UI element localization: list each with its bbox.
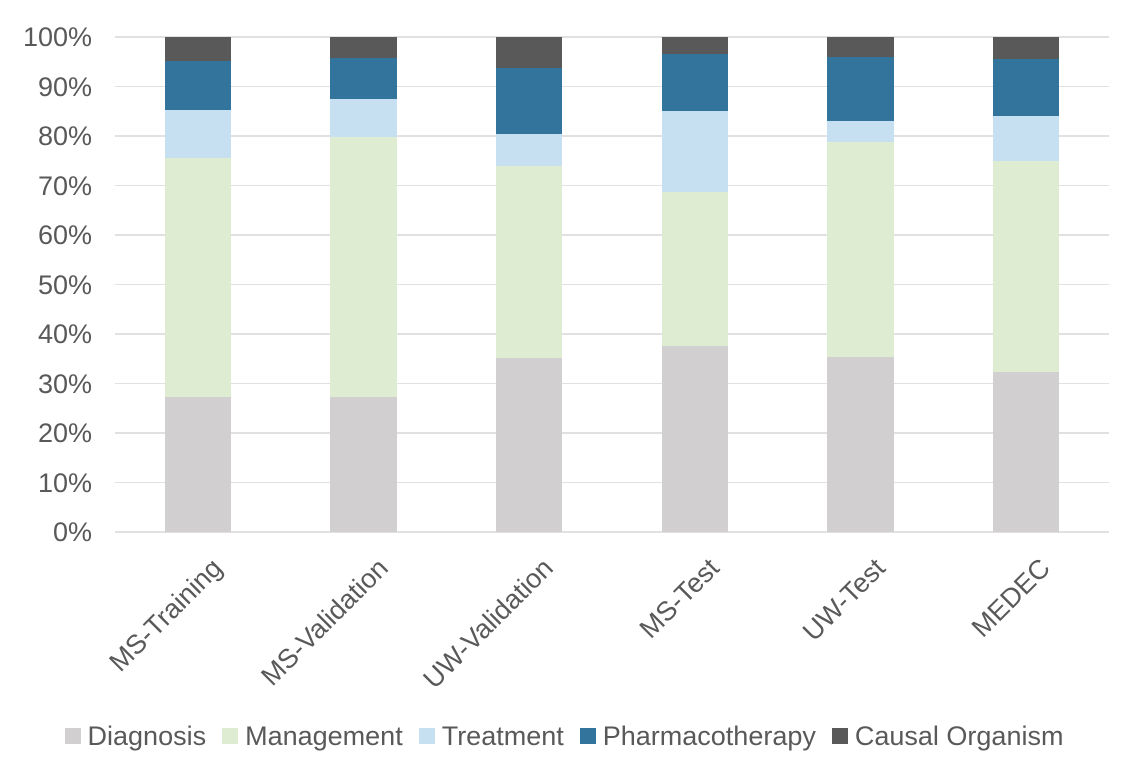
bar-segment-causal-organism: [164, 37, 231, 62]
bar-segment-causal-organism: [330, 37, 397, 59]
legend-label: Management: [245, 721, 403, 751]
stacked-bar-medec: [993, 37, 1060, 532]
legend-item-pharmacotherapy: Pharmacotherapy: [579, 720, 816, 752]
bar-segment-diagnosis: [330, 397, 397, 532]
legend-swatch-icon: [418, 728, 435, 744]
bar-segment-management: [661, 192, 728, 347]
y-axis-tick-label: 10%: [37, 467, 92, 498]
bar-segment-diagnosis: [496, 357, 563, 532]
y-axis-tick-label: 50%: [37, 269, 92, 300]
legend-label: Diagnosis: [87, 721, 207, 751]
bar-segment-management: [496, 165, 563, 358]
bar-segment-causal-organism: [661, 37, 728, 54]
gridline: [115, 382, 1109, 385]
bar-segment-diagnosis: [827, 356, 894, 532]
bar-segment-management: [164, 157, 231, 398]
y-axis-tick-label: 80%: [37, 121, 92, 151]
stacked-bar-uw-test: [827, 37, 894, 532]
bar-slot-ms-test: [612, 37, 778, 532]
bar-slot-ms-training: [115, 37, 281, 532]
legend-swatch-icon: [831, 728, 848, 744]
gridline: [115, 283, 1109, 286]
legend-swatch-icon: [222, 728, 239, 744]
legend: Diagnosis Management Treatment Pharmacother…: [0, 720, 1128, 752]
legend-swatch-icon: [64, 728, 81, 744]
legend-label: Causal Organism: [854, 721, 1064, 751]
legend-item-causal-organism: Causal Organism: [831, 720, 1064, 752]
legend-label: Treatment: [441, 721, 564, 751]
legend-item-management: Management: [222, 720, 403, 752]
bar-slot-uw-test: [778, 37, 944, 532]
bar-segment-pharmacotherapy: [496, 68, 563, 135]
bar-segment-causal-organism: [496, 37, 563, 69]
bar-segment-diagnosis: [661, 346, 728, 532]
bar-slot-ms-validation: [281, 37, 447, 532]
bar-segment-treatment: [496, 134, 563, 166]
bar-segment-management: [993, 160, 1060, 372]
bar-slot-uw-validation: [446, 37, 612, 532]
gridline: [115, 85, 1109, 88]
bar-segment-pharmacotherapy: [827, 56, 894, 122]
bar-slot-medec: [943, 37, 1109, 532]
stacked-bar-ms-test: [661, 37, 728, 532]
bars-layer: [115, 37, 1109, 532]
y-axis-tick-label: 60%: [37, 220, 92, 250]
gridline: [115, 184, 1109, 187]
bar-segment-treatment: [661, 111, 728, 193]
bar-segment-management: [330, 137, 397, 398]
bar-segment-pharmacotherapy: [164, 61, 231, 111]
legend-item-diagnosis: Diagnosis: [64, 720, 207, 752]
gridline: [115, 333, 1109, 335]
y-axis-tick-label: 100%: [22, 22, 92, 52]
bar-segment-pharmacotherapy: [993, 59, 1060, 117]
bar-segment-management: [827, 142, 894, 357]
stacked-bar-ms-training: [164, 37, 231, 532]
bar-segment-pharmacotherapy: [330, 58, 397, 100]
bar-segment-diagnosis: [993, 371, 1060, 532]
bar-segment-treatment: [164, 110, 231, 158]
gridline: [115, 432, 1109, 434]
plot-area: [115, 36, 1109, 533]
gridline: [115, 36, 1109, 38]
bar-segment-causal-organism: [993, 37, 1060, 60]
legend-label: Pharmacotherapy: [602, 721, 816, 751]
y-axis-tick-label: 30%: [37, 368, 92, 399]
bar-segment-treatment: [827, 121, 894, 143]
gridline: [115, 234, 1109, 236]
gridline: [115, 481, 1109, 484]
bar-segment-treatment: [993, 116, 1060, 161]
gridline: [115, 531, 1109, 533]
legend-item-treatment: Treatment: [418, 720, 564, 752]
y-axis-tick-label: 0%: [52, 517, 92, 547]
y-axis-tick-label: 70%: [37, 170, 92, 201]
y-axis-tick-label: 90%: [37, 71, 92, 102]
bar-segment-causal-organism: [827, 37, 894, 57]
y-axis-tick-label: 20%: [37, 418, 92, 448]
y-axis-tick-label: 40%: [37, 319, 92, 349]
stacked-bar-ms-validation: [330, 37, 397, 532]
stacked-bar-uw-validation: [496, 37, 563, 532]
gridline: [115, 135, 1109, 137]
bar-segment-diagnosis: [164, 397, 231, 532]
bar-segment-treatment: [330, 99, 397, 138]
bar-segment-pharmacotherapy: [661, 53, 728, 112]
legend-swatch-icon: [579, 728, 596, 744]
